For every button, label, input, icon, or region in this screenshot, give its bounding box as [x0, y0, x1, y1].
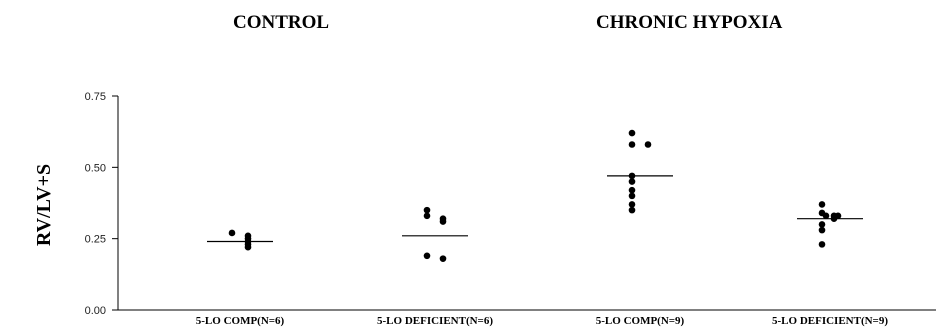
- data-point: [644, 141, 652, 148]
- data-point: [244, 243, 252, 251]
- y-tick-label: 0.75: [85, 91, 106, 103]
- data-point: [228, 229, 236, 237]
- category-labels: 5-LO COMP(N=6) 5-LO DEFICIENT(N=6) 5-LO CO…: [196, 315, 889, 327]
- y-tick-label: 0.25: [85, 234, 106, 246]
- category-label: 5-LO COMP(N=6): [196, 315, 285, 327]
- data-point: [423, 252, 431, 260]
- data-point: [628, 178, 636, 185]
- data-point: [628, 141, 636, 148]
- y-axis-label: RV/LV+S: [33, 164, 55, 246]
- data-point: [628, 201, 636, 208]
- y-ticks: 0.00 0.25 0.50 0.75: [85, 91, 118, 317]
- category-label: 5-LO DEFICIENT(N=9): [772, 315, 888, 327]
- data-point: [818, 201, 826, 208]
- data-point: [423, 206, 431, 214]
- group-title-chronic-hypoxia: CHRONIC HYPOXIA: [596, 12, 783, 33]
- y-tick-label: 0.00: [85, 305, 106, 317]
- data-point: [628, 186, 636, 194]
- category-label: 5-LO COMP(N=9): [596, 315, 685, 327]
- data-point: [822, 212, 830, 220]
- data-point: [628, 206, 636, 214]
- data-point: [439, 218, 447, 225]
- data-point: [628, 192, 636, 200]
- y-tick-label: 0.50: [85, 162, 106, 174]
- category-label: 5-LO DEFICIENT(N=6): [377, 315, 493, 327]
- data-point: [628, 129, 636, 137]
- data-point: [423, 212, 431, 220]
- data-point: [439, 255, 447, 262]
- group-title-control: CONTROL: [233, 12, 330, 33]
- data-point: [818, 226, 826, 234]
- data-point: [818, 221, 826, 228]
- data-marks: [207, 129, 863, 262]
- data-point: [818, 241, 826, 248]
